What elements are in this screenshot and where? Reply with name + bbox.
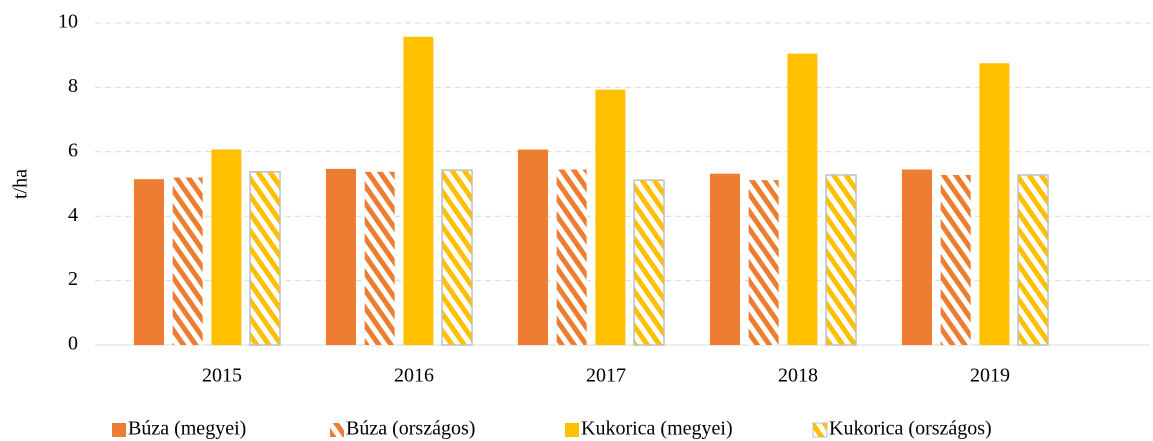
legend-swatch [812, 422, 828, 438]
bar [901, 169, 932, 345]
y-axis-label: t/ha [10, 169, 32, 199]
x-tick-label: 2015 [202, 365, 242, 387]
bar [556, 169, 587, 345]
y-tick-label: 6 [68, 139, 78, 161]
legend-label: Búza (országos) [346, 418, 475, 440]
y-tick-label: 4 [68, 204, 78, 226]
bar [133, 179, 164, 345]
y-tick-label: 2 [68, 268, 78, 290]
x-tick-label: 2019 [970, 365, 1010, 387]
legend-swatch [330, 423, 344, 437]
bar [249, 171, 281, 346]
bar [325, 168, 356, 345]
bar [403, 36, 434, 345]
legend-swatch [565, 423, 579, 437]
legend-swatch [112, 423, 126, 437]
bar [595, 89, 626, 346]
bar [211, 149, 242, 345]
bar [748, 180, 779, 345]
legend-label: Kukorica (országos) [829, 418, 992, 440]
y-tick-label: 10 [58, 11, 78, 33]
bar [633, 179, 665, 346]
x-tick-label: 2016 [394, 365, 434, 387]
bar [364, 171, 395, 345]
bar [172, 177, 203, 345]
bar [517, 149, 548, 345]
x-tick-label: 2018 [778, 365, 818, 387]
x-tick-label: 2017 [586, 365, 626, 387]
bar [787, 53, 818, 346]
y-tick-label: 0 [68, 333, 78, 355]
y-tick-label: 8 [68, 75, 78, 97]
bar [825, 174, 857, 346]
bar [709, 173, 740, 345]
bar [940, 174, 971, 345]
bar [979, 63, 1010, 345]
bar [441, 169, 473, 346]
bar [1017, 174, 1049, 346]
legend-label: Kukorica (megyei) [581, 418, 733, 440]
legend-label: Búza (megyei) [128, 418, 246, 440]
